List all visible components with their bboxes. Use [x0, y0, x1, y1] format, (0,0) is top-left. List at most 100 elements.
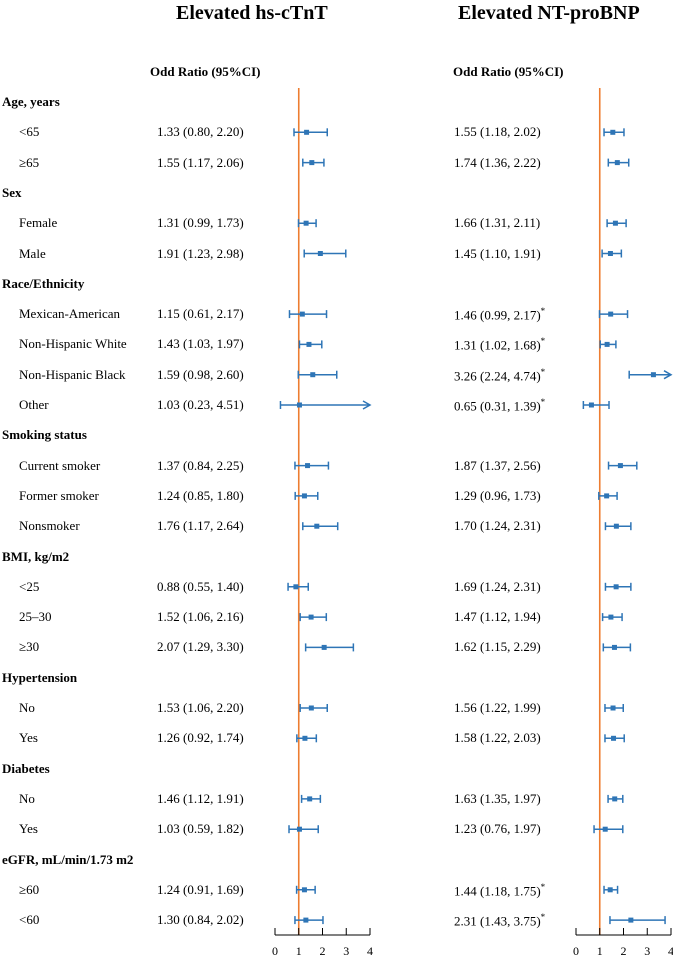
odds-ratio-point: [293, 584, 299, 590]
odds-ratio-text: 1.33 (0.80, 2.20): [157, 124, 244, 140]
odds-ratio-text: 1.46 (0.99, 2.17)*: [454, 306, 546, 323]
odds-ratio-point: [608, 614, 614, 620]
panel-title-nt-probnp: Elevated NT-proBNP: [458, 2, 640, 24]
row-label: <60: [19, 912, 40, 928]
odds-ratio-text: 1.69 (1.24, 2.31): [454, 578, 541, 594]
odds-ratio-text: 1.24 (0.85, 1.80): [157, 487, 244, 503]
row-label: Male: [19, 245, 46, 261]
x-tick-label: 4: [668, 944, 673, 958]
row-label: Non-Hispanic Black: [19, 366, 126, 382]
odds-ratio-point: [607, 251, 613, 256]
row-label: ≥30: [19, 639, 40, 655]
odds-ratio-text: 1.76 (1.17, 2.64): [157, 518, 244, 534]
significance-star: *: [540, 881, 546, 892]
odds-ratio-point: [612, 796, 618, 802]
odds-ratio-text: 2.31 (1.43, 3.75)*: [454, 912, 546, 929]
row-label: ≥60: [19, 881, 40, 897]
odds-ratio-point: [301, 887, 307, 893]
odds-ratio-point: [308, 614, 314, 620]
ci-arrow: [362, 400, 372, 410]
x-tick-label: 0: [272, 944, 278, 958]
odds-ratio-point: [650, 372, 656, 378]
odds-ratio-text: 1.45 (1.10, 1.91): [454, 245, 541, 261]
odds-ratio-point: [305, 463, 311, 469]
row-label: Former smoker: [19, 487, 99, 503]
odds-ratio-point: [306, 341, 312, 347]
row-label: Female: [19, 215, 58, 231]
column-header-nt-probnp: Odd Ratio (95%CI): [453, 64, 564, 79]
odds-ratio-point: [303, 220, 309, 226]
odds-ratio-text: 1.31 (0.99, 1.73): [157, 215, 244, 231]
odds-ratio-text: 1.74 (1.36, 2.22): [454, 154, 541, 170]
group-label: Smoking status: [2, 427, 87, 443]
odds-ratio-text: 1.26 (0.92, 1.74): [157, 730, 244, 746]
odds-ratio-text: 1.37 (0.84, 2.25): [157, 457, 244, 473]
odds-ratio-point: [604, 493, 610, 499]
odds-ratio-text: 1.29 (0.96, 1.73): [454, 487, 541, 503]
odds-ratio-point: [299, 311, 305, 317]
x-tick-label: 2: [621, 944, 627, 958]
row-label: Current smoker: [19, 457, 101, 473]
odds-ratio-point: [614, 160, 620, 166]
odds-ratio-text: 1.03 (0.59, 1.82): [157, 821, 244, 837]
group-label: eGFR, mL/min/1.73 m2: [2, 851, 134, 867]
odds-ratio-text: 1.55 (1.18, 2.02): [454, 124, 541, 140]
odds-ratio-point: [610, 705, 616, 711]
odds-ratio-point: [611, 735, 617, 741]
group-label: Hypertension: [2, 669, 78, 685]
row-label: Yes: [19, 821, 38, 837]
group-label: Age, years: [2, 94, 60, 109]
row-label: ≥65: [19, 154, 40, 170]
odds-ratio-text: 1.52 (1.06, 2.16): [157, 609, 244, 625]
odds-ratio-text: 1.30 (0.84, 2.02): [157, 912, 244, 928]
odds-ratio-text: 1.47 (1.12, 1.94): [454, 609, 541, 625]
odds-ratio-text: 3.26 (2.24, 4.74)*: [454, 366, 546, 384]
group-label: Diabetes: [2, 760, 50, 776]
odds-ratio-point: [321, 644, 327, 650]
odds-ratio-point: [310, 372, 316, 378]
panel-title-hs-ctnt: Elevated hs-cTnT: [176, 2, 328, 24]
odds-ratio-text: 1.63 (1.35, 1.97): [454, 790, 541, 806]
odds-ratio-text: 1.46 (1.12, 1.91): [157, 790, 244, 806]
odds-ratio-point: [612, 220, 618, 226]
significance-star: *: [540, 912, 546, 923]
odds-ratio-text: 1.59 (0.98, 2.60): [157, 366, 244, 382]
odds-ratio-point: [628, 917, 634, 923]
row-label: Nonsmoker: [19, 518, 80, 534]
x-tick-label: 1: [296, 944, 302, 958]
significance-star: *: [540, 366, 546, 377]
odds-ratio-text: 1.87 (1.37, 2.56): [454, 457, 541, 473]
odds-ratio-text: 1.23 (0.76, 1.97): [454, 821, 541, 837]
odds-ratio-point: [607, 887, 613, 893]
odds-ratio-text: 1.70 (1.24, 2.31): [454, 518, 541, 534]
odds-ratio-text: 1.44 (1.18, 1.75)*: [454, 881, 546, 899]
odds-ratio-point: [301, 493, 307, 499]
odds-ratio-point: [610, 129, 616, 135]
group-label: Race/Ethnicity: [2, 275, 85, 291]
odds-ratio-point: [296, 402, 302, 408]
odds-ratio-point: [604, 341, 610, 347]
x-tick-label: 0: [573, 944, 579, 958]
odds-ratio-text: 1.53 (1.06, 2.20): [157, 700, 244, 715]
odds-ratio-point: [304, 129, 310, 135]
odds-ratio-text: 1.43 (1.03, 1.97): [157, 336, 244, 352]
row-label: No: [19, 790, 35, 806]
odds-ratio-text: 1.91 (1.23, 2.98): [157, 245, 244, 261]
odds-ratio-text: 1.66 (1.31, 2.11): [454, 215, 541, 231]
column-header-hs-ctnt: Odd Ratio (95%CI): [150, 64, 261, 79]
odds-ratio-point: [608, 311, 614, 317]
odds-ratio-point: [302, 735, 308, 741]
x-tick-label: 1: [597, 944, 603, 958]
significance-star: *: [540, 306, 546, 317]
odds-ratio-point: [317, 251, 323, 256]
row-label: Mexican-American: [19, 306, 121, 322]
odds-ratio-point: [617, 463, 623, 469]
group-label: Sex: [2, 184, 22, 200]
ci-arrow: [663, 370, 673, 380]
x-tick-label: 3: [343, 944, 349, 958]
odds-ratio-point: [314, 523, 320, 529]
row-label: Non-Hispanic White: [19, 336, 127, 352]
row-label: Other: [19, 397, 49, 412]
odds-ratio-text: 1.15 (0.61, 2.17): [157, 306, 244, 322]
